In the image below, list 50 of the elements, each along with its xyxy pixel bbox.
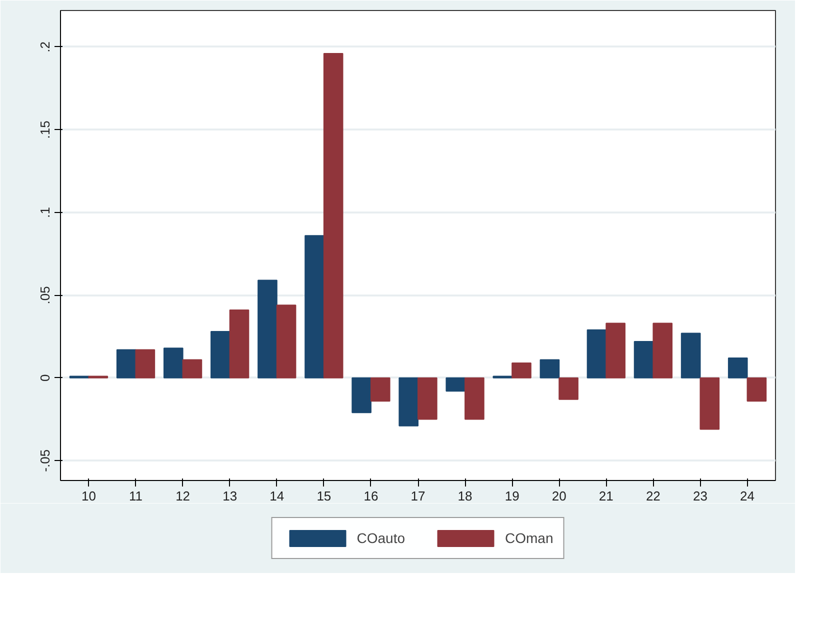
bar — [652, 322, 673, 378]
bar — [276, 304, 296, 378]
x-tick-label: 14 — [270, 488, 284, 504]
y-tick-label: .05 — [38, 286, 52, 304]
y-tick-label: -.05 — [38, 449, 52, 472]
bar — [352, 377, 372, 414]
bar — [182, 359, 202, 378]
bar — [728, 358, 748, 378]
bar — [135, 349, 156, 378]
legend-label: COman — [505, 530, 554, 546]
bar — [634, 340, 654, 378]
bar — [540, 359, 560, 378]
x-tick-label: 20 — [552, 488, 566, 504]
x-tick-label: 13 — [222, 488, 238, 504]
bar — [323, 53, 344, 378]
bar — [163, 348, 184, 378]
x-tick-label: 12 — [176, 488, 190, 504]
x-tick-label: 21 — [598, 488, 614, 504]
bar — [746, 377, 767, 402]
bar — [229, 310, 250, 378]
bar — [258, 280, 278, 378]
legend-label: COauto — [356, 530, 406, 546]
x-tick-label: 17 — [410, 488, 426, 504]
x-tick-label: 18 — [458, 488, 472, 504]
bar — [680, 332, 701, 378]
y-tick-label: .15 — [38, 120, 52, 139]
x-tick-label: 10 — [81, 488, 96, 504]
x-tick-label: 23 — [693, 488, 708, 504]
bar — [606, 322, 626, 378]
bar — [210, 331, 230, 378]
x-tick-label: 22 — [646, 488, 660, 504]
bar — [512, 362, 532, 378]
y-tick-label: .1 — [38, 206, 52, 218]
bar — [586, 329, 607, 378]
bar — [418, 377, 438, 420]
y-tick-label: .2 — [38, 41, 52, 52]
bar — [370, 377, 390, 402]
bar — [304, 235, 324, 378]
x-tick-label: 15 — [316, 488, 332, 504]
bar — [700, 377, 720, 430]
bar — [398, 377, 418, 426]
x-tick-label: 24 — [740, 488, 755, 504]
x-tick-label: 19 — [504, 488, 520, 504]
bar — [464, 377, 484, 420]
y-tick-label: 0 — [38, 374, 52, 382]
bar — [558, 377, 578, 400]
x-tick-label: 16 — [364, 488, 378, 504]
bar — [116, 349, 136, 378]
bar — [446, 377, 466, 392]
x-tick-label: 11 — [129, 488, 143, 504]
